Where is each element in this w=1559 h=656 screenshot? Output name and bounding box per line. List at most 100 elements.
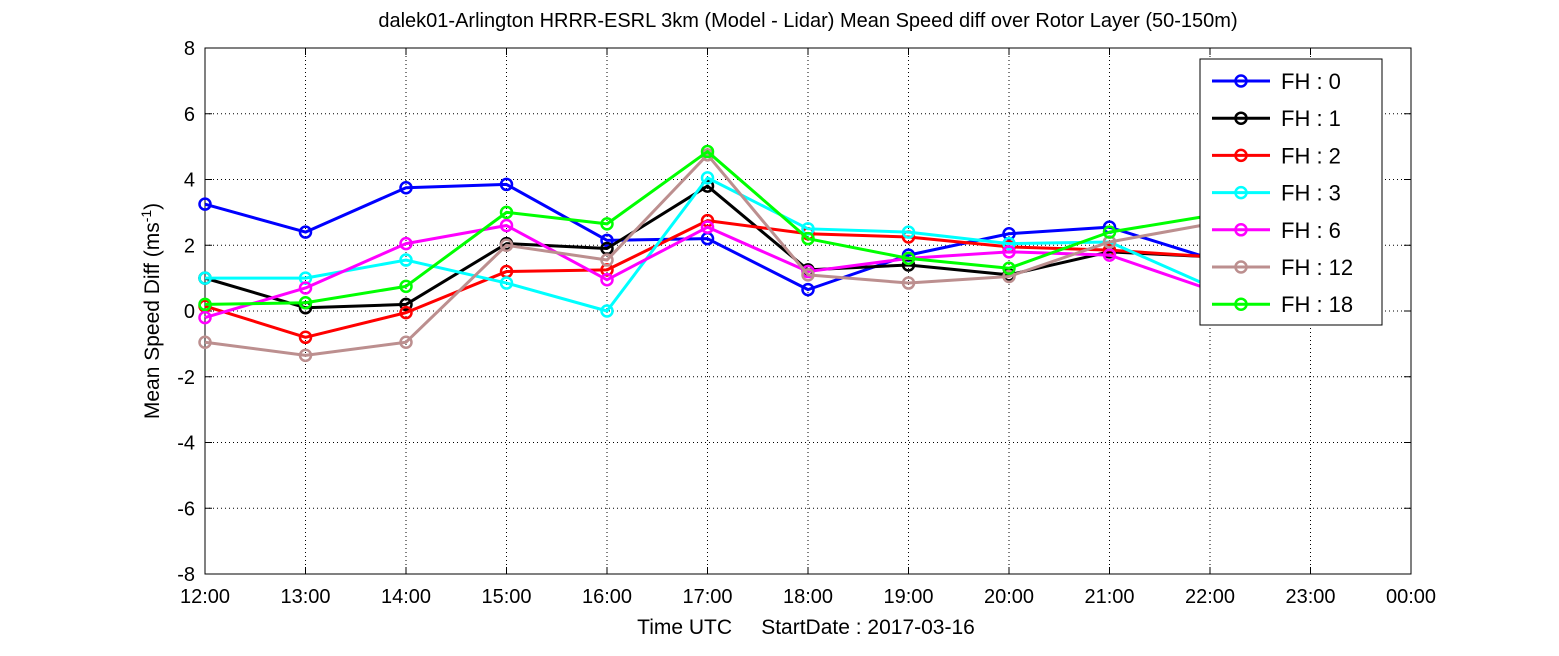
chart-title: dalek01-Arlington HRRR-ESRL 3km (Model -… (378, 10, 1237, 32)
data-point (499, 276, 514, 290)
legend-item: FH : 18 (1212, 292, 1353, 317)
data-point (499, 218, 514, 233)
series-line (204, 153, 1211, 357)
data-point (801, 282, 815, 297)
x-tick-label: 20:00 (984, 586, 1034, 608)
data-point (1002, 269, 1016, 284)
legend-label: FH : 1 (1281, 106, 1341, 131)
x-tick-label: 19:00 (883, 586, 933, 608)
data-point (198, 310, 212, 325)
data-point (298, 225, 313, 239)
data-point (499, 238, 514, 252)
data-point (198, 335, 212, 349)
x-tick-label: 12:00 (180, 586, 230, 608)
series-line (204, 224, 1211, 320)
data-point (399, 305, 413, 320)
series-line (204, 184, 1211, 310)
legend-label: FH : 6 (1281, 218, 1341, 243)
axis-ticks: 12:00 13:00 14:00 15:00 16:00 17:00 18:00 19:00… (177, 38, 1436, 608)
data-point (700, 171, 715, 185)
x-axis-label: Time UTC StartDate : 2017-03-16 (637, 616, 975, 639)
data-point (901, 225, 916, 239)
data-point (499, 177, 514, 192)
y-tick-label: -6 (177, 498, 195, 520)
y-tick-label: 6 (184, 104, 195, 126)
data-point (399, 253, 413, 267)
legend-label: FH : 3 (1281, 181, 1341, 206)
data-point (499, 205, 514, 220)
legend: FH : 0 FH : 1 FH : 2 FH : 3 FH : 6 FH : 12 FH … (1199, 58, 1383, 326)
data-point (700, 144, 715, 159)
legend-swatch-marker (1234, 74, 1248, 88)
x-tick-label: 00:00 (1386, 586, 1436, 608)
legend-item: FH : 12 (1212, 255, 1353, 280)
data-point (600, 273, 614, 287)
legend-swatch-marker (1234, 148, 1248, 163)
legend-label: FH : 2 (1281, 143, 1341, 168)
series-line (204, 182, 1211, 292)
legend-label: FH : 0 (1281, 69, 1341, 94)
legend-swatch-marker (1234, 111, 1248, 125)
legend-label: FH : 18 (1281, 292, 1353, 317)
data-point (198, 197, 212, 211)
data-point (901, 276, 916, 290)
legend-item: FH : 2 (1212, 143, 1341, 168)
data-point (298, 330, 313, 345)
data-point (801, 231, 815, 246)
y-tick-label: -4 (177, 433, 195, 455)
data-point (399, 335, 413, 349)
data-point (600, 233, 614, 248)
data-point (198, 271, 212, 285)
legend-label: FH : 12 (1281, 255, 1353, 280)
data-point (399, 236, 413, 251)
data-point (1102, 225, 1117, 239)
series-fh-6 (198, 218, 1217, 325)
data-point (700, 220, 715, 234)
x-tick-label: 16:00 (582, 586, 632, 608)
data-point (298, 348, 313, 363)
x-tick-label: 14:00 (381, 586, 431, 608)
y-tick-label: 2 (184, 235, 195, 257)
legend-item: FH : 0 (1212, 69, 1341, 94)
legend-item: FH : 6 (1212, 218, 1341, 243)
series-lines (198, 144, 1217, 363)
y-axis-label-superscript: -1 (138, 210, 154, 223)
data-point (1002, 245, 1016, 259)
data-point (600, 253, 614, 267)
x-tick-label: 18:00 (783, 586, 833, 608)
x-tick-label: 23:00 (1285, 586, 1335, 608)
y-axis-label-close: ) (141, 203, 164, 210)
x-tick-label: 15:00 (481, 586, 531, 608)
data-point (600, 304, 614, 318)
series-line (205, 176, 1211, 313)
series-line (204, 150, 1211, 306)
y-tick-label: 4 (184, 170, 195, 192)
y-tick-label: 8 (184, 38, 195, 60)
data-point (399, 279, 413, 294)
x-tick-label: 21:00 (1084, 586, 1134, 608)
y-tick-label: -2 (177, 367, 195, 389)
y-tick-label: -8 (177, 564, 195, 586)
series-fh-18 (198, 144, 1217, 312)
data-point (1002, 236, 1016, 251)
legend-item: FH : 3 (1212, 181, 1341, 206)
y-tick-label: 0 (184, 301, 195, 323)
data-point (399, 297, 413, 312)
legend-swatch-marker (1234, 185, 1248, 200)
data-point (1102, 248, 1117, 262)
data-point (600, 217, 614, 231)
x-tick-label: 22:00 (1185, 586, 1235, 608)
data-point (901, 251, 916, 266)
data-point (298, 281, 313, 295)
legend-swatch-marker (1234, 223, 1248, 237)
y-axis-label: Mean Speed Diff (ms-1) (138, 203, 164, 419)
data-point (298, 296, 313, 310)
data-point (399, 180, 413, 195)
data-point (198, 297, 212, 312)
data-point (801, 268, 815, 282)
legend-swatch-marker (1234, 260, 1248, 274)
x-tick-label: 17:00 (682, 586, 732, 608)
x-tick-label: 13:00 (280, 586, 330, 608)
legend-swatch-marker (1234, 297, 1248, 311)
